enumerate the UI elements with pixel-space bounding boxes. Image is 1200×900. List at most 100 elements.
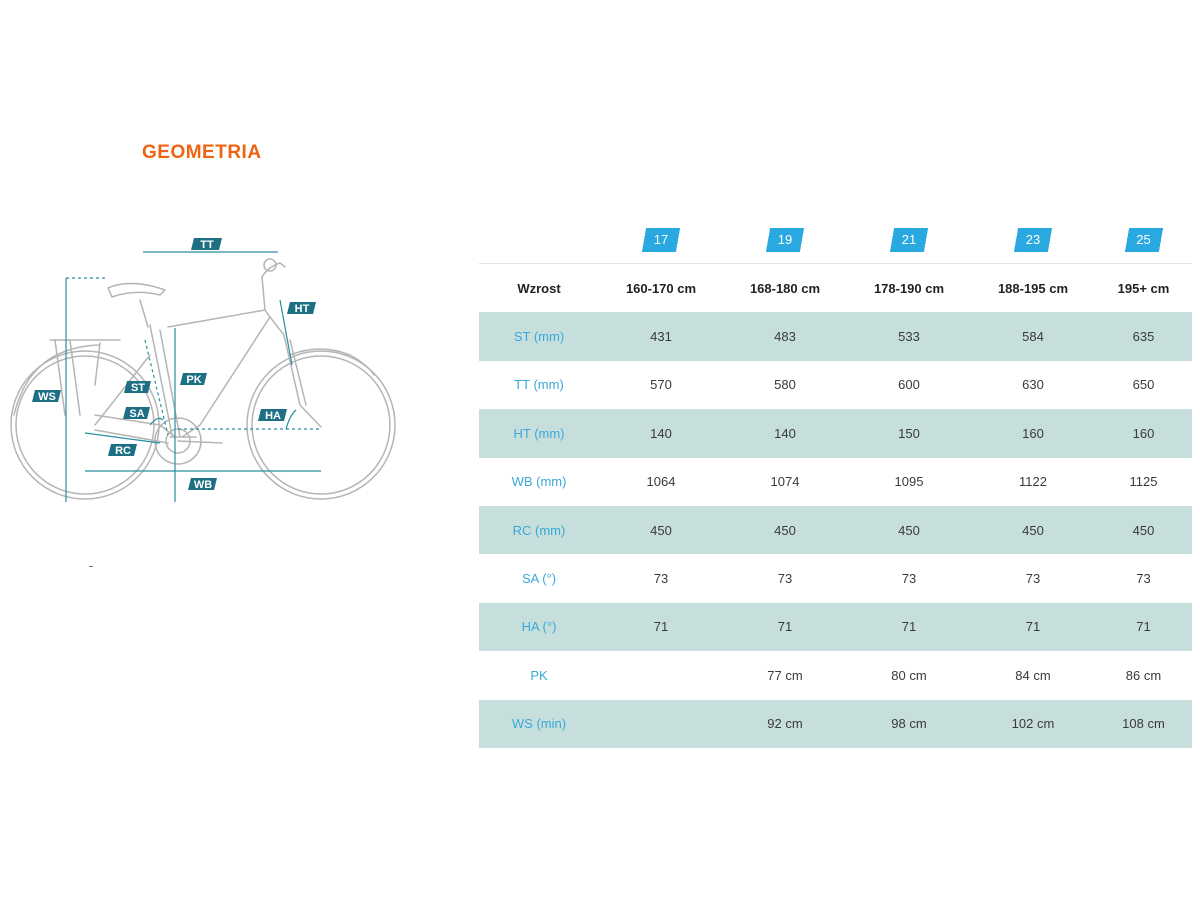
label-ws-text: WS [38,391,56,403]
diagram-labels: TT HT WS ST PK SA HA RC [32,238,316,491]
table-cell: 86 cm [1125,667,1162,683]
table-row-wb: WB (mm) 1064 1074 1095 1122 1125 [479,458,1192,506]
table-cell: 71 [1136,619,1151,635]
table-cell: 450 [650,522,672,538]
table-cell: 450 [774,522,796,538]
row-label: ST (mm) [513,329,565,345]
table-cell: 73 [777,571,793,587]
table-cell: 630 [1022,377,1044,393]
size-cell: 21 [847,227,971,252]
table-cell: 92 cm [767,716,803,732]
table-cell: 80 cm [891,667,927,683]
table-cell: 1122 [1019,474,1047,490]
table-row-pk: PK 77 cm 80 cm 84 cm 86 cm [479,651,1192,699]
table-cell: 600 [898,377,920,393]
table-cell: 102 cm [1011,716,1055,732]
size-cell: 25 [1095,227,1192,252]
table-cell: 160-170 cm [625,280,697,296]
table-cell: 450 [1022,522,1044,538]
table-row-tt: TT (mm) 570 580 600 630 650 [479,361,1192,409]
size-badge: 21 [885,227,933,252]
row-label: HT (mm) [513,425,565,441]
table-cell: 188-195 cm [997,280,1069,296]
table-cell: 450 [1132,522,1155,538]
size-badge: 25 [1119,227,1168,252]
label-pk-text: PK [186,374,201,386]
table-cell: 1074 [770,474,800,490]
label-ha: HA [258,409,287,422]
label-ha-text: HA [265,410,281,422]
row-label: RC (mm) [512,522,566,538]
table-cell: 1095 [894,474,924,490]
table-cell: 71 [1025,619,1041,635]
table-cell: 73 [1136,571,1151,587]
label-sa: SA [123,407,150,420]
label-ht: HT [287,302,316,315]
table-cell: 168-180 cm [749,280,821,296]
row-label: PK [530,667,548,683]
size-cell: 17 [599,227,723,252]
table-cell: 483 [774,329,796,345]
label-rc-text: RC [115,445,131,457]
label-wb-text: WB [194,479,212,491]
table-cell: 1064 [646,474,676,490]
table-row-ht: HT (mm) 140 140 150 160 160 [479,409,1192,458]
bike-geometry-diagram: TT HT WS ST PK SA HA RC [10,238,396,502]
table-cell: 160 [1022,425,1044,441]
label-st-text: ST [131,382,145,394]
row-label: HA (°) [521,619,557,635]
table-cell: 450 [898,522,920,538]
table-cell: 650 [1132,377,1155,393]
table-row-st: ST (mm) 431 483 533 584 635 [479,312,1192,361]
row-label: WB (mm) [511,474,567,490]
label-sa-text: SA [129,408,144,420]
table-cell: 84 cm [1015,667,1051,683]
label-wb: WB [188,478,217,491]
geometry-table: 17 19 21 23 25 Wzrost 160-170 cm 168-180… [479,216,1192,748]
row-label: SA (°) [521,571,557,587]
size-badge: 23 [1009,227,1057,252]
table-cell: 150 [898,425,920,441]
table-cell: 71 [777,619,793,635]
label-rc: RC [108,444,137,457]
table-row-ha: HA (°) 71 71 71 71 71 [479,602,1192,652]
row-label: Wzrost [517,280,561,296]
size-header-row: 17 19 21 23 25 [479,216,1192,264]
table-cell: 1125 [1129,474,1158,490]
table-row-ws: WS (min) 92 cm 98 cm 102 cm 108 cm [479,699,1192,748]
table-cell: 584 [1022,329,1044,345]
table-cell: 195+ cm [1117,280,1170,296]
table-cell: 570 [650,377,672,393]
table-cell: 431 [650,329,672,345]
label-pk: PK [180,373,207,386]
table-cell: 73 [653,571,669,587]
table-cell: 73 [901,571,917,587]
size-cell: 23 [971,227,1095,252]
table-cell: 140 [650,425,672,441]
page-title: GEOMETRIA [142,142,262,163]
table-row-rc: RC (mm) 450 450 450 450 450 [479,505,1192,555]
label-ht-text: HT [295,303,310,315]
size-cell: 19 [723,227,847,252]
table-cell: 178-190 cm [873,280,945,296]
table-cell: 580 [774,377,796,393]
table-cell: 77 cm [767,667,803,683]
row-label: WS (min) [511,716,567,732]
size-badge: 17 [637,227,685,252]
table-cell: 108 cm [1122,716,1165,732]
label-tt: TT [191,238,222,251]
table-cell: 73 [1025,571,1041,587]
table-cell: 71 [901,619,917,635]
label-st: ST [124,381,151,394]
table-row-sa: SA (°) 73 73 73 73 73 [479,554,1192,602]
table-cell: 533 [898,329,920,345]
row-label: TT (mm) [514,377,564,393]
table-cell: 160 [1132,425,1155,441]
label-ws: WS [32,390,61,403]
size-badge: 19 [761,227,809,252]
front-wheel [246,350,396,500]
dash-mark [89,566,93,567]
table-cell: 71 [653,619,669,635]
table-row-wzrost: Wzrost 160-170 cm 168-180 cm 178-190 cm … [479,264,1192,312]
label-tt-text: TT [200,239,214,251]
